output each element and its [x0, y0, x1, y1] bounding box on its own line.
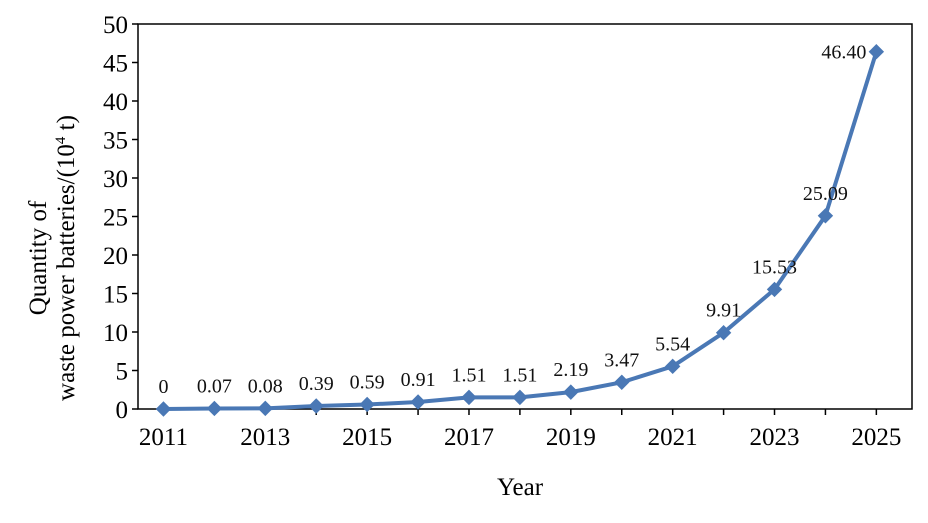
- y-tick-label: 15: [103, 282, 128, 309]
- data-point: [257, 400, 274, 417]
- data-label: 0.59: [350, 371, 385, 393]
- data-point: [766, 281, 783, 298]
- data-point: [868, 44, 885, 60]
- data-label: 25.09: [803, 183, 848, 205]
- plot-frame: [137, 23, 913, 410]
- x-tick-label: 2025: [851, 424, 901, 451]
- y-axis-title-superscript: 4: [53, 136, 69, 144]
- series-line: [163, 51, 879, 411]
- y-tick-label: 35: [103, 128, 128, 155]
- data-point: [155, 401, 172, 417]
- y-axis-title-line2: waste power batteries/(104 t): [53, 115, 80, 401]
- data-point: [461, 389, 477, 406]
- data-label: 5.54: [655, 333, 690, 355]
- x-tick-label: 2019: [546, 424, 596, 451]
- x-tick-label: 2013: [240, 424, 290, 451]
- x-tick-label: 2023: [750, 424, 800, 451]
- y-tick-label: 20: [103, 243, 128, 270]
- y-axis-title-prefix: waste power batteries/(10: [53, 144, 80, 401]
- data-point: [410, 394, 426, 410]
- data-point: [512, 389, 528, 406]
- y-tick-label: 5: [116, 359, 129, 386]
- data-label: 0.08: [248, 375, 283, 397]
- data-label: 0.91: [401, 369, 436, 391]
- data-label: 0: [158, 376, 168, 398]
- data-label: 0.07: [197, 375, 232, 397]
- data-point: [206, 400, 223, 417]
- data-label: 2.19: [553, 359, 588, 381]
- x-axis-title: Year: [497, 474, 544, 501]
- y-tick-label: 0: [116, 397, 129, 424]
- y-tick-label: 45: [103, 51, 128, 78]
- y-tick-label: 50: [103, 12, 128, 39]
- y-tick-label: 40: [103, 89, 128, 116]
- data-point: [359, 396, 375, 413]
- data-label: 1.51: [502, 364, 537, 386]
- data-point: [715, 324, 732, 341]
- data-point: [308, 398, 324, 414]
- x-tick-label: 2021: [648, 424, 698, 451]
- x-tick-label: 2015: [342, 424, 392, 451]
- data-point: [817, 208, 834, 224]
- data-label: 15.53: [752, 256, 797, 278]
- data-label: 3.47: [604, 349, 639, 371]
- data-point: [614, 374, 630, 390]
- x-tick-label: 2011: [139, 424, 188, 451]
- data-label: 9.91: [706, 300, 741, 322]
- data-label: 46.40: [821, 42, 866, 64]
- y-tick-label: 25: [103, 205, 128, 232]
- y-axis-title-line1: Quantity of: [25, 200, 52, 315]
- y-tick-label: 30: [103, 166, 128, 193]
- y-tick-label: 10: [103, 320, 128, 347]
- y-axis-title: Quantity of waste power batteries/(104 t…: [25, 115, 80, 401]
- y-axis-title-suffix: t): [53, 115, 80, 137]
- data-point: [664, 358, 681, 375]
- data-label: 1.51: [451, 364, 486, 386]
- data-label: 0.39: [299, 373, 334, 395]
- data-point: [563, 384, 579, 400]
- x-tick-label: 2017: [444, 424, 494, 451]
